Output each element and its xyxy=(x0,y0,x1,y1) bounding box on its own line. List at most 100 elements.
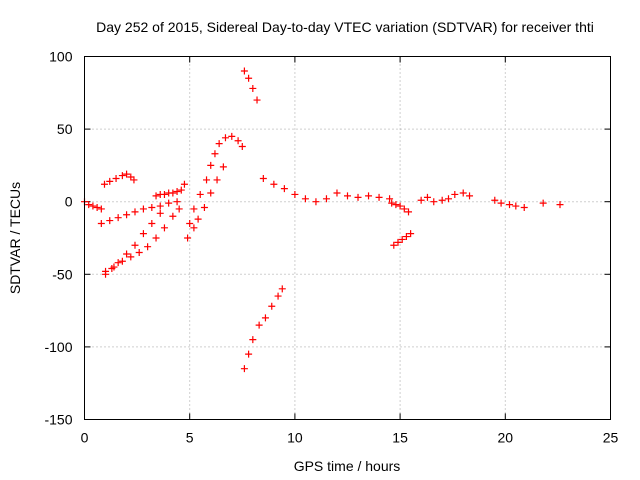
data-point xyxy=(139,230,147,238)
data-point xyxy=(114,259,122,267)
data-point xyxy=(249,84,257,92)
data-point xyxy=(491,196,499,204)
data-point xyxy=(190,224,198,232)
series-group xyxy=(102,205,183,275)
series-group xyxy=(97,198,181,227)
data-point xyxy=(333,189,341,197)
data-point xyxy=(118,172,126,180)
ticks-layer: 0 5 10 15 20 25 -150 -100 -50 0 50 100 xyxy=(44,49,618,446)
data-point xyxy=(93,204,101,212)
series-group xyxy=(390,230,415,249)
series-group xyxy=(417,189,564,212)
data-point xyxy=(135,249,143,257)
series-group xyxy=(388,199,413,216)
data-point xyxy=(97,219,105,227)
data-point xyxy=(497,199,505,207)
data-point xyxy=(520,204,528,212)
data-point xyxy=(512,202,520,210)
data-point xyxy=(394,238,402,246)
data-point xyxy=(123,170,131,178)
data-point xyxy=(423,193,431,201)
data-point xyxy=(238,143,246,151)
x-tick-label: 5 xyxy=(186,430,194,446)
data-point xyxy=(165,199,173,207)
data-point xyxy=(130,176,138,184)
data-point xyxy=(110,263,118,271)
data-point xyxy=(148,219,156,227)
data-point xyxy=(89,202,97,210)
data-point xyxy=(301,195,309,203)
data-point xyxy=(344,192,351,200)
data-point xyxy=(392,201,400,209)
data-point xyxy=(556,201,564,209)
data-point xyxy=(245,350,253,358)
series-group xyxy=(184,132,246,242)
data-point xyxy=(506,201,514,209)
data-point xyxy=(106,217,114,225)
y-tick-label: -150 xyxy=(44,412,72,428)
y-tick-label: -50 xyxy=(52,266,72,282)
data-point xyxy=(259,174,267,182)
data-point xyxy=(85,201,93,209)
data-point xyxy=(194,215,202,223)
data-point xyxy=(466,192,474,200)
data-point xyxy=(291,190,299,198)
data-point xyxy=(184,234,192,242)
data-point xyxy=(207,189,215,197)
data-point xyxy=(274,292,282,300)
data-point xyxy=(118,257,126,265)
data-point xyxy=(102,267,110,275)
data-point xyxy=(131,208,139,216)
data-point xyxy=(386,195,394,203)
data-point xyxy=(139,205,147,213)
data-point xyxy=(207,161,215,169)
data-point xyxy=(169,212,177,220)
data-point xyxy=(211,150,219,158)
data-point xyxy=(400,205,408,213)
data-point xyxy=(312,198,320,206)
data-point xyxy=(190,205,198,213)
x-axis-label: GPS time / hours xyxy=(294,458,401,474)
data-point xyxy=(354,193,362,201)
data-point xyxy=(322,195,330,203)
data-point xyxy=(234,137,242,145)
data-point xyxy=(278,285,286,293)
data-point xyxy=(160,190,168,198)
data-point xyxy=(152,192,160,200)
grid-layer xyxy=(84,56,611,420)
plot-frame xyxy=(84,56,611,420)
data-point xyxy=(444,195,452,203)
data-point xyxy=(228,132,236,140)
data-point xyxy=(156,209,164,217)
series-group xyxy=(152,180,188,200)
data-point xyxy=(430,198,438,206)
data-point xyxy=(438,196,446,204)
data-point xyxy=(396,202,404,210)
series-group xyxy=(190,163,227,232)
data-point xyxy=(175,205,183,213)
data-point xyxy=(219,163,227,171)
data-point xyxy=(148,204,156,212)
data-point xyxy=(240,365,248,373)
data-point xyxy=(245,74,253,82)
data-point xyxy=(417,196,425,204)
data-point xyxy=(539,199,547,207)
data-point xyxy=(196,190,204,198)
series-group xyxy=(240,67,261,104)
x-tick-label: 25 xyxy=(603,430,619,446)
data-point xyxy=(365,192,373,200)
data-point xyxy=(459,189,467,197)
data-point xyxy=(97,205,105,213)
data-point xyxy=(270,180,278,188)
data-point xyxy=(255,321,263,329)
data-point xyxy=(169,189,177,197)
data-point xyxy=(388,199,396,207)
chart-title: Day 252 of 2015, Sidereal Day-to-day VTE… xyxy=(96,19,594,35)
data-point xyxy=(240,67,248,75)
data-point xyxy=(152,234,160,242)
data-point xyxy=(144,243,152,251)
data-point xyxy=(402,233,410,241)
x-tick-label: 10 xyxy=(287,430,303,446)
data-point xyxy=(106,177,114,185)
